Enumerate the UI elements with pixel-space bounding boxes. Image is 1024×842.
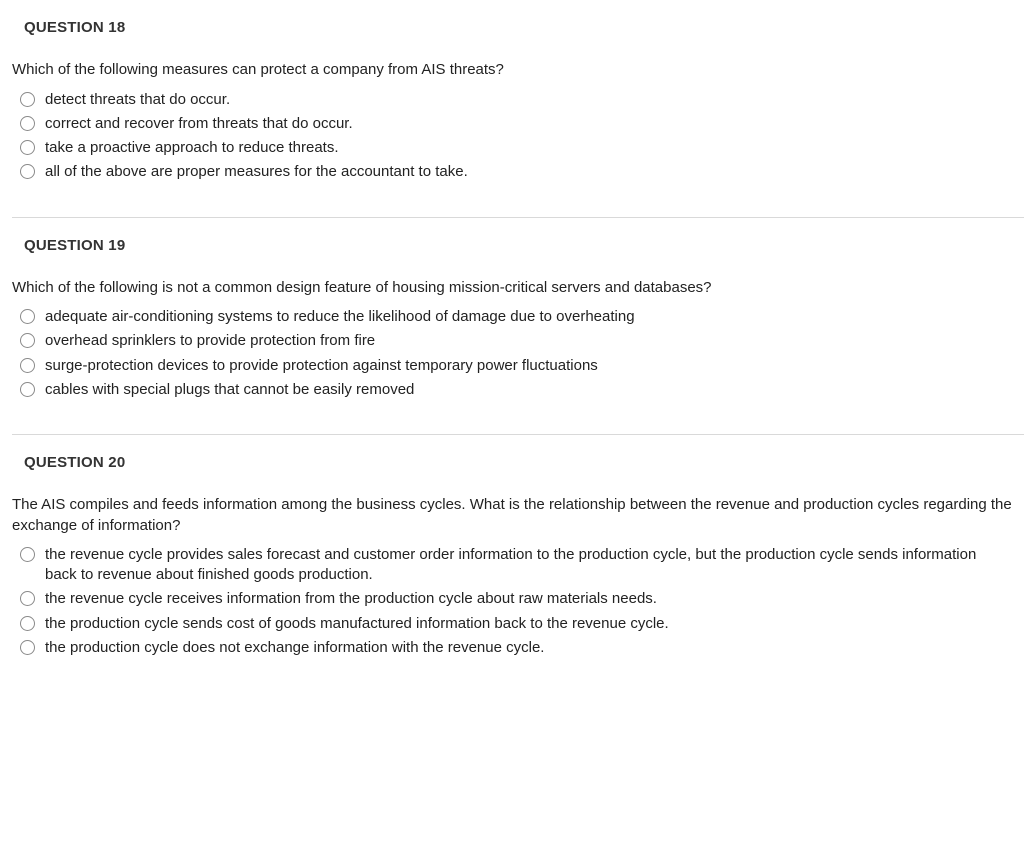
question-20-block: QUESTION 20 The AIS compiles and feeds i… (0, 435, 1024, 692)
radio-icon[interactable] (20, 640, 35, 655)
radio-icon[interactable] (20, 116, 35, 131)
question-19-option-2[interactable]: surge-protection devices to provide prot… (20, 356, 1012, 376)
option-label: correct and recover from threats that do… (45, 114, 1012, 134)
radio-icon[interactable] (20, 333, 35, 348)
question-18-prompt: Which of the following measures can prot… (12, 60, 1012, 80)
option-label: cables with special plugs that cannot be… (45, 380, 1012, 400)
option-label: the revenue cycle receives information f… (45, 589, 1012, 609)
question-18-block: QUESTION 18 Which of the following measu… (0, 0, 1024, 217)
question-20-option-0[interactable]: the revenue cycle provides sales forecas… (20, 545, 1012, 586)
question-18-option-2[interactable]: take a proactive approach to reduce thre… (20, 138, 1012, 158)
radio-icon[interactable] (20, 591, 35, 606)
question-18-option-0[interactable]: detect threats that do occur. (20, 90, 1012, 110)
question-18-option-1[interactable]: correct and recover from threats that do… (20, 114, 1012, 134)
question-20-option-3[interactable]: the production cycle does not exchange i… (20, 638, 1012, 658)
question-19-prompt: Which of the following is not a common d… (12, 278, 1012, 298)
option-label: overhead sprinklers to provide protectio… (45, 331, 1012, 351)
radio-icon[interactable] (20, 358, 35, 373)
radio-icon[interactable] (20, 164, 35, 179)
radio-icon[interactable] (20, 382, 35, 397)
option-label: the production cycle sends cost of goods… (45, 614, 1012, 634)
question-18-option-3[interactable]: all of the above are proper measures for… (20, 162, 1012, 182)
option-label: take a proactive approach to reduce thre… (45, 138, 1012, 158)
question-20-header: QUESTION 20 (24, 453, 1012, 473)
question-20-option-1[interactable]: the revenue cycle receives information f… (20, 589, 1012, 609)
option-label: all of the above are proper measures for… (45, 162, 1012, 182)
question-19-header: QUESTION 19 (24, 236, 1012, 256)
question-18-header: QUESTION 18 (24, 18, 1012, 38)
question-20-option-2[interactable]: the production cycle sends cost of goods… (20, 614, 1012, 634)
question-20-prompt: The AIS compiles and feeds information a… (12, 495, 1012, 536)
radio-icon[interactable] (20, 616, 35, 631)
question-19-block: QUESTION 19 Which of the following is no… (0, 218, 1024, 435)
radio-icon[interactable] (20, 92, 35, 107)
radio-icon[interactable] (20, 309, 35, 324)
radio-icon[interactable] (20, 547, 35, 562)
question-19-option-1[interactable]: overhead sprinklers to provide protectio… (20, 331, 1012, 351)
option-label: the production cycle does not exchange i… (45, 638, 1012, 658)
radio-icon[interactable] (20, 140, 35, 155)
question-19-option-3[interactable]: cables with special plugs that cannot be… (20, 380, 1012, 400)
option-label: surge-protection devices to provide prot… (45, 356, 1012, 376)
option-label: adequate air-conditioning systems to red… (45, 307, 1012, 327)
option-label: the revenue cycle provides sales forecas… (45, 545, 1012, 586)
question-19-option-0[interactable]: adequate air-conditioning systems to red… (20, 307, 1012, 327)
option-label: detect threats that do occur. (45, 90, 1012, 110)
